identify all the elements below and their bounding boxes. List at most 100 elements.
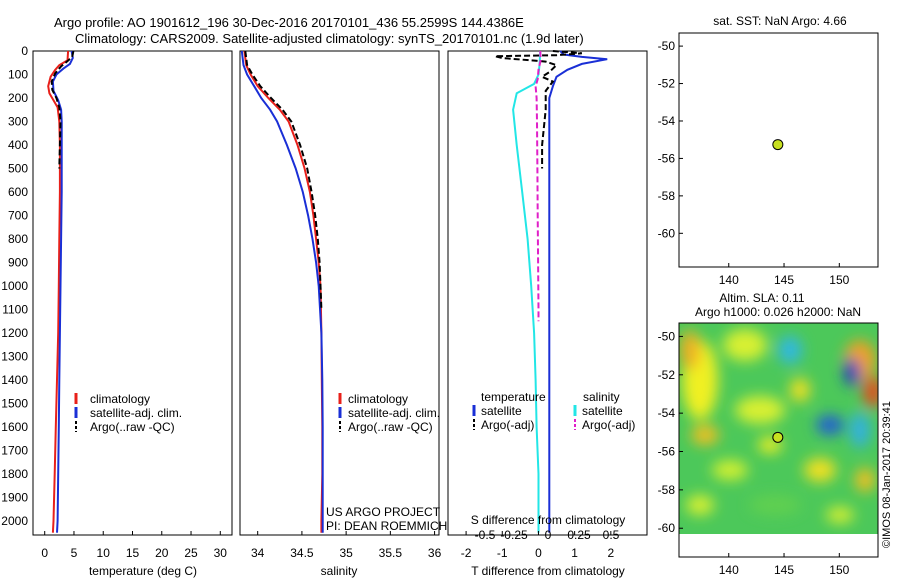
depth-tick-label: 600: [8, 185, 28, 199]
depth-tick-label: 2000: [1, 514, 28, 528]
temperature-legend: climatology satellite-adj. clim. Argo(..…: [74, 392, 182, 434]
series-line-argo--adj-: [534, 50, 542, 322]
depth-tick-label: 0: [21, 44, 28, 58]
difference-frame: [447, 50, 648, 536]
x-tick-label: 1: [571, 546, 578, 560]
sla-patch: [816, 415, 844, 435]
sla-patch: [712, 460, 748, 480]
s-tick-label: 0.25: [567, 528, 591, 542]
x-tick-label: 15: [126, 546, 140, 560]
temperature-xlabel: temperature (deg C): [89, 564, 197, 578]
map-y-tick-label: -58: [658, 189, 676, 203]
sla-patch: [855, 468, 875, 492]
depth-tick-label: 300: [8, 114, 28, 128]
x-tick-label: -2: [461, 546, 472, 560]
sal-legend-argo: Argo(..raw -QC): [348, 420, 433, 434]
diff-legend-sargo: Argo(-adj): [582, 418, 635, 432]
x-tick-label: -1: [497, 546, 508, 560]
map-x-tick-label: 140: [719, 563, 739, 577]
depth-tick-label: 1200: [1, 326, 28, 340]
sla-patch: [844, 358, 860, 386]
sla-frame: [678, 322, 879, 558]
salinity-panel: 34 34.5 35 35.5 36 salinity climatology sate…: [239, 50, 447, 578]
sal-legend-sat: satellite-adj. clim.: [348, 406, 440, 420]
sla-patch: [680, 330, 700, 370]
series-line-climatology: [243, 50, 324, 533]
sla-patch: [863, 376, 878, 408]
s-tick-label: 0: [545, 528, 552, 542]
sla-patch: [749, 495, 801, 515]
sst-title: sat. SST: NaN Argo: 4.66: [713, 14, 847, 28]
map-y-tick-label: -54: [658, 406, 676, 420]
depth-tick-label: 200: [8, 91, 28, 105]
series-line-argo--adj-: [494, 50, 582, 169]
x-tick-label: 25: [184, 546, 198, 560]
depth-tick-label: 1500: [1, 396, 28, 410]
map-x-tick-label: 140: [719, 273, 739, 287]
map-y-tick-label: -60: [658, 521, 676, 535]
series-line-argo---raw--qc-: [50, 50, 75, 169]
difference-legend: temperature salinity satellite Argo(-adj…: [472, 390, 635, 432]
sla-map-panel: Altim. SLA: 0.11 Argo h1000: 0.026 h2000…: [658, 291, 893, 577]
sla-patch: [790, 378, 810, 402]
temp-legend-clim: climatology: [90, 392, 150, 406]
sal-legend-clim: climatology: [348, 392, 408, 406]
s-tick-label: 0.5: [603, 528, 620, 542]
sla-patch: [778, 336, 802, 364]
project-annotation: US ARGO PROJECT: [326, 505, 441, 519]
series-line-satellite: [548, 50, 608, 533]
x-tick-label: 35: [339, 546, 353, 560]
x-tick-label: 34.5: [290, 546, 314, 560]
depth-tick-label: 1700: [1, 443, 28, 457]
temp-legend-argo: Argo(..raw -QC): [90, 420, 175, 434]
header-line2: Climatology: CARS2009. Satellite-adjuste…: [75, 31, 584, 46]
sla-title: Altim. SLA: 0.11: [719, 291, 804, 305]
depth-tick-label: 400: [8, 138, 28, 152]
depth-tick-label: 1100: [2, 302, 28, 316]
x-tick-label: 5: [71, 546, 78, 560]
map-y-tick-label: -56: [658, 445, 676, 459]
map-x-tick-label: 150: [829, 273, 849, 287]
salinity-frame: [239, 50, 440, 536]
depth-tick-label: 1600: [1, 420, 28, 434]
x-tick-label: 0: [41, 546, 48, 560]
x-tick-label: 34: [251, 546, 265, 560]
imos-stamp: ©IMOS 08-Jan-2017 20:39:41: [881, 401, 893, 548]
sla-heatmap: [679, 323, 878, 534]
series-line-argo---raw--qc-: [244, 50, 323, 310]
pi-annotation: PI: DEAN ROEMMICH: [326, 519, 447, 533]
temperature-frame: [32, 50, 233, 536]
map-y-tick-label: -50: [658, 39, 676, 53]
sla-patch: [735, 396, 785, 424]
s-tick-label: -0.25: [500, 528, 528, 542]
depth-tick-label: 1000: [1, 279, 28, 293]
x-tick-label: 20: [155, 546, 169, 560]
diff-legend-tsat: satellite: [481, 404, 522, 418]
sla-patch: [826, 507, 854, 523]
salinity-xlabel: salinity: [321, 564, 358, 578]
series-line-satellite-adj--clim-: [51, 50, 74, 533]
depth-tick-label: 800: [8, 232, 28, 246]
x-tick-label: 10: [97, 546, 111, 560]
t-difference-label: T difference from climatology: [471, 564, 625, 578]
map-x-tick-label: 150: [829, 563, 849, 577]
diff-legend-ssat: satellite: [582, 404, 623, 418]
depth-tick-label: 1300: [1, 349, 28, 363]
map-y-tick-label: -60: [658, 226, 676, 240]
argo-location-marker: [772, 431, 784, 443]
diff-legend-temp-heading: temperature: [481, 390, 546, 404]
map-y-tick-label: -52: [658, 77, 676, 91]
sla-patch: [804, 458, 836, 482]
header-line1: Argo profile: AO 1901612_196 30-Dec-2016…: [54, 15, 524, 30]
temp-legend-sat: satellite-adj. clim.: [90, 406, 182, 420]
map-y-tick-label: -50: [658, 329, 676, 343]
depth-tick-label: 1800: [1, 467, 28, 481]
x-tick-label: 35.5: [379, 546, 403, 560]
sla-subtitle: Argo h1000: 0.026 h2000: NaN: [695, 305, 861, 319]
map-y-tick-label: -54: [658, 114, 676, 128]
s-difference-label: S difference from climatology: [471, 513, 626, 527]
sla-patch: [723, 329, 767, 361]
salinity-legend: climatology satellite-adj. clim. Argo(..…: [338, 392, 440, 434]
sla-patch: [686, 495, 714, 515]
